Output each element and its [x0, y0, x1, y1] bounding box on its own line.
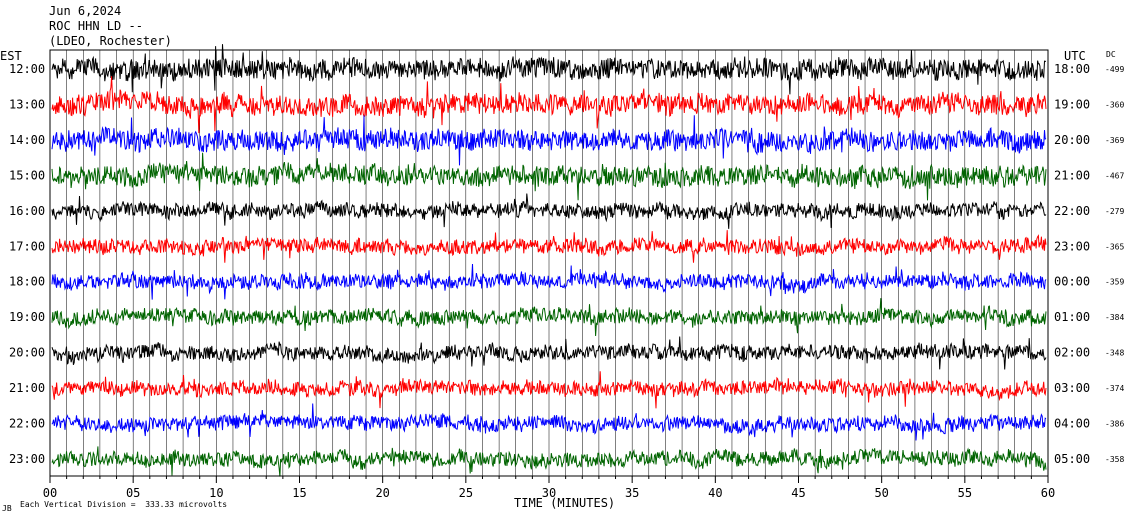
utc-time-label: 02:00: [1054, 346, 1090, 360]
est-time-label: 22:00: [9, 417, 45, 431]
dc-value: -374: [1105, 384, 1124, 393]
x-tick-label: 40: [708, 486, 722, 500]
utc-time-label: 19:00: [1054, 97, 1090, 111]
trace-1500: [51, 152, 1047, 201]
dc-value: -348: [1105, 349, 1124, 358]
trace-1600: [51, 193, 1047, 229]
header-station: ROC HHN LD --: [49, 19, 143, 33]
est-time-label: 23:00: [9, 452, 45, 466]
utc-time-label: 03:00: [1054, 381, 1090, 395]
right-zone-label: UTC: [1064, 49, 1086, 63]
dc-value: -384: [1105, 313, 1124, 322]
utc-time-label: 21:00: [1054, 168, 1090, 182]
dc-value: -358: [1105, 455, 1124, 464]
est-time-label: 18:00: [9, 275, 45, 289]
trace-1800: [51, 263, 1047, 300]
est-time-label: 16:00: [9, 204, 45, 218]
header-date: Jun 6,2024: [49, 4, 122, 18]
trace-2100: [51, 371, 1047, 409]
dc-label: DC: [1106, 50, 1116, 59]
trace-1300: [51, 76, 1047, 134]
x-tick-label: 05: [126, 486, 140, 500]
utc-time-label: 00:00: [1054, 275, 1090, 289]
utc-time-label: 01:00: [1054, 310, 1090, 324]
utc-time-label: 18:00: [1054, 62, 1090, 76]
est-time-label: 21:00: [9, 381, 45, 395]
trace-1700: [51, 230, 1047, 263]
x-tick-label: 25: [459, 486, 473, 500]
trace-1900: [51, 298, 1047, 337]
utc-time-label: 22:00: [1054, 204, 1090, 218]
minute-grid: [66, 50, 1032, 476]
utc-time-label: 04:00: [1054, 417, 1090, 431]
trace-1400: [51, 115, 1047, 166]
dc-value: -499: [1105, 65, 1124, 74]
row-labels: 12:00 18:00 -499 13:00 19:00 -360 14:00 20:00 -3…: [9, 62, 1124, 466]
est-time-label: 13:00: [9, 97, 45, 111]
x-tick-label: 60: [1041, 486, 1055, 500]
corner-mark: JB: [2, 504, 12, 513]
dc-value: -386: [1105, 420, 1124, 429]
trace-1200: [51, 44, 1047, 95]
est-time-label: 15:00: [9, 168, 45, 182]
utc-time-label: 20:00: [1054, 133, 1090, 147]
x-tick-label: 50: [874, 486, 888, 500]
x-tick-label: 20: [375, 486, 389, 500]
x-axis-label: TIME (MINUTES): [514, 496, 615, 510]
utc-time-label: 05:00: [1054, 452, 1090, 466]
dc-value: -359: [1105, 278, 1124, 287]
est-time-label: 17:00: [9, 239, 45, 253]
trace-2300: [51, 446, 1047, 477]
left-zone-label: EST: [0, 49, 22, 63]
dc-value: -369: [1105, 136, 1124, 145]
x-tick-label: 35: [625, 486, 639, 500]
header-network: (LDEO, Rochester): [49, 34, 172, 48]
est-time-label: 12:00: [9, 62, 45, 76]
trace-2000: [51, 336, 1047, 370]
scale-note: Each Vertical Division = 333.33 microvol…: [20, 500, 228, 509]
utc-time-label: 23:00: [1054, 239, 1090, 253]
x-tick-label: 55: [958, 486, 972, 500]
est-time-label: 20:00: [9, 346, 45, 360]
x-tick-label: 10: [209, 486, 223, 500]
est-time-label: 14:00: [9, 133, 45, 147]
x-tick-label: 30: [542, 486, 556, 500]
x-axis: 00 05 10 15 20 25 30 35 40 45 50 55 60: [43, 476, 1055, 500]
dc-value: -467: [1105, 171, 1124, 180]
trace-2200: [51, 403, 1047, 441]
x-tick-label: 45: [791, 486, 805, 500]
seismic-traces: [51, 44, 1047, 477]
est-time-label: 19:00: [9, 310, 45, 324]
dc-value: -360: [1105, 100, 1124, 109]
x-tick-label: 00: [43, 486, 57, 500]
dc-value: -365: [1105, 242, 1124, 251]
x-tick-label: 15: [292, 486, 306, 500]
dc-value: -279: [1105, 207, 1124, 216]
